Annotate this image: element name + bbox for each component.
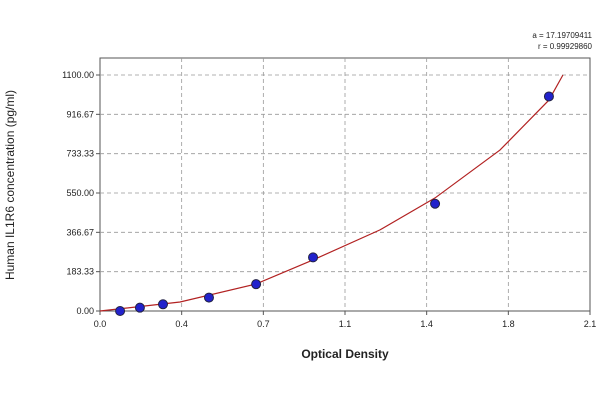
y-tick-label: 366.67 [66,227,94,237]
y-axis-title: Human IL1R6 concentration (pg/ml) [3,90,17,280]
data-point [158,299,168,310]
x-tick-label: 2.1 [584,319,597,329]
y-tick-label: 733.33 [66,149,94,159]
x-tick-label: 1.8 [502,319,515,329]
x-tick-label: 1.1 [339,319,352,329]
data-point [251,279,262,290]
data-point [115,306,126,316]
data-point [308,252,319,263]
x-tick-label: 0.0 [94,319,107,329]
fit-correlation: r = 0.99929860 [538,42,593,51]
data-point [203,292,214,303]
y-tick-label: 916.67 [66,109,94,119]
x-tick-label: 0.4 [175,319,188,329]
x-axis-title: Optical Density [301,347,389,361]
fit-coefficient: a = 17.19709411 [532,31,592,40]
data-point [543,91,554,102]
y-tick-label: 0.00 [76,306,94,316]
data-point [430,198,441,209]
x-tick-label: 0.7 [257,319,270,329]
x-tick-label: 1.4 [420,319,433,329]
data-point [134,302,145,313]
y-tick-label: 1100.00 [62,70,94,80]
y-tick-label: 550.00 [66,188,94,198]
y-tick-label: 183.33 [66,267,94,277]
